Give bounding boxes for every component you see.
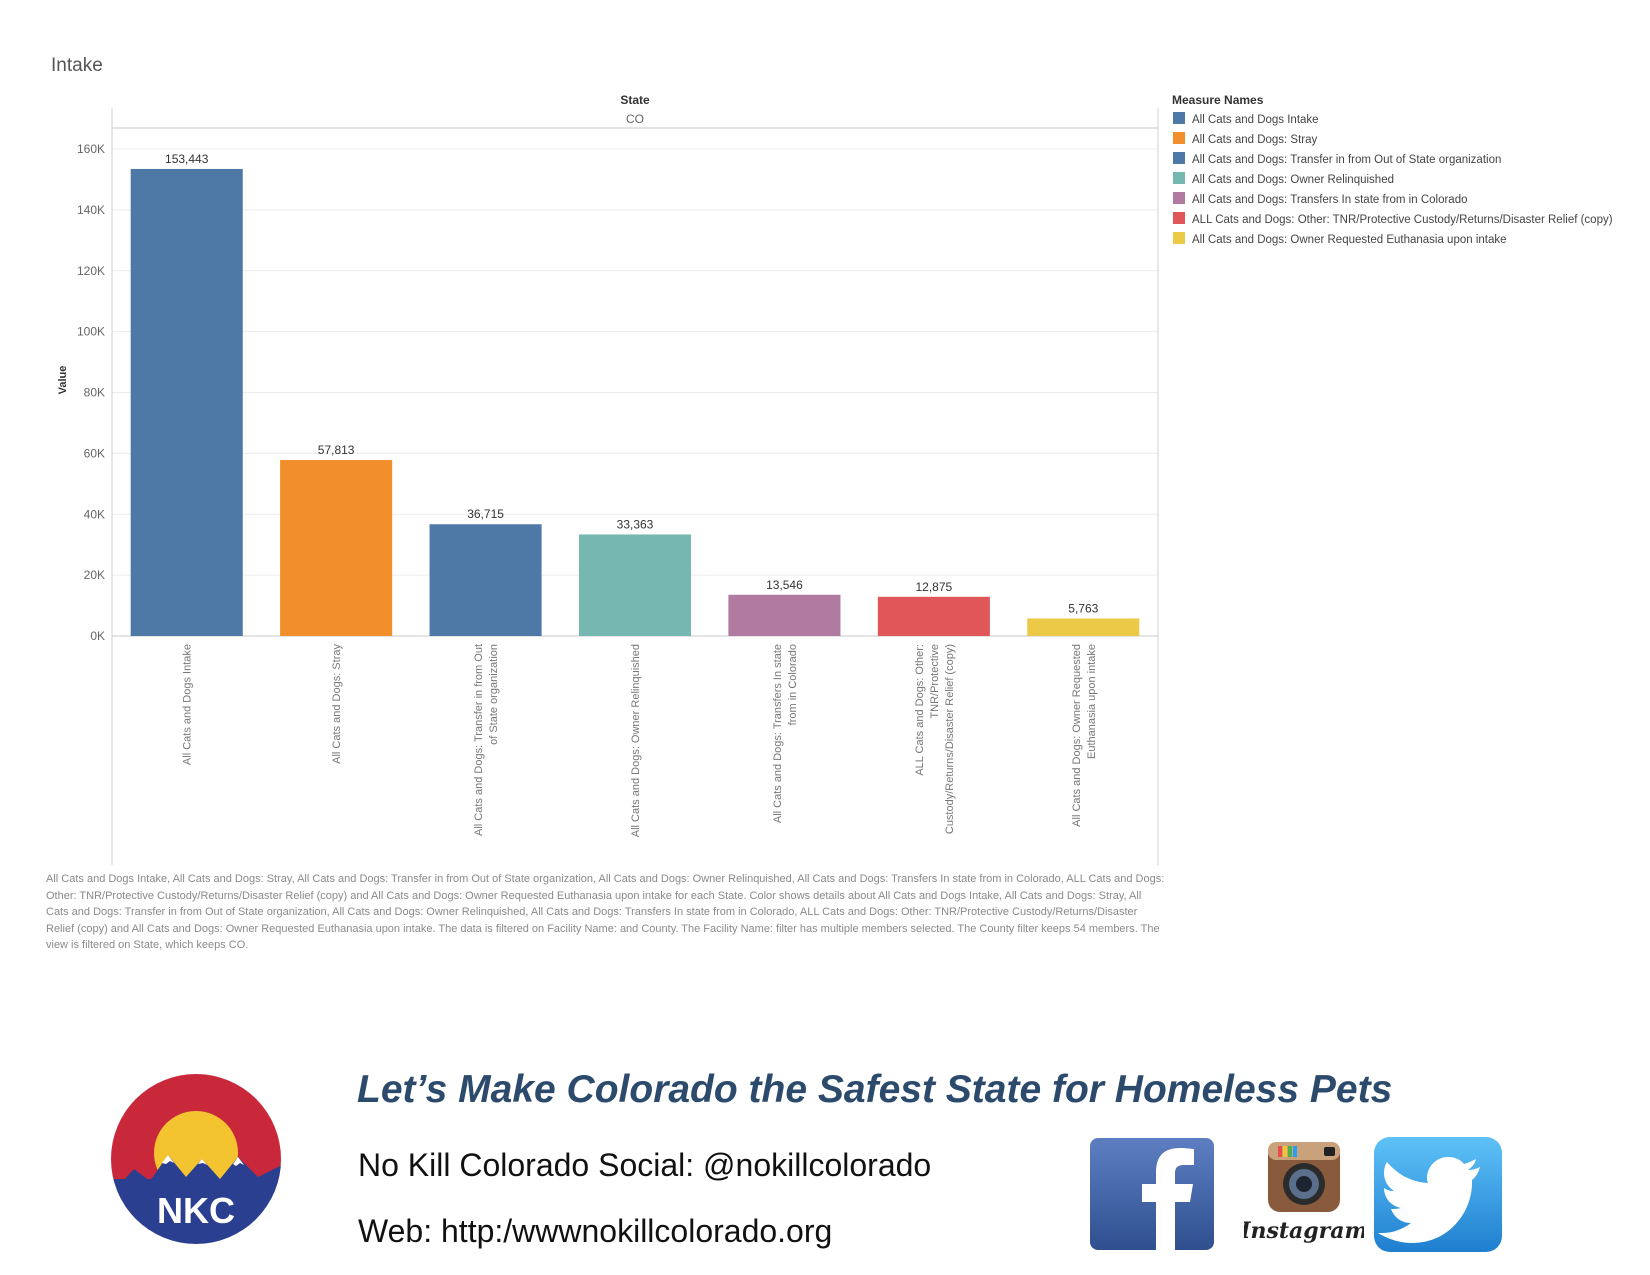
legend-swatch [1173, 232, 1185, 244]
y-tick-label: 80K [84, 386, 105, 400]
legend-swatch [1173, 132, 1185, 144]
logo-mountains [111, 1155, 281, 1199]
bar-4 [578, 534, 692, 636]
y-tick-label: 40K [84, 507, 105, 521]
bar-value-label: 36,715 [467, 507, 504, 521]
legend-label: All Cats and Dogs: Stray [1192, 134, 1318, 146]
x-tick-label-line: All Cats and Dogs: Transfer in from Out [473, 644, 485, 836]
x-tick-label-line: All Cats and Dogs: Stray [331, 644, 343, 764]
instagram-wordmark: Instagram [1244, 1218, 1364, 1244]
x-tick-label: All Cats and Dogs: Owner Relinquished [630, 644, 642, 837]
x-tick-label-line: All Cats and Dogs: Transfers In state [772, 644, 784, 823]
x-tick-label-line: of State organization [488, 644, 500, 745]
x-tick-label-line: TNR/Protective [929, 644, 941, 719]
legend: Measure Names All Cats and Dogs Intake All… [1172, 93, 1613, 246]
x-tick-label: All Cats and Dogs: Owner Requested Euthan… [1071, 644, 1098, 827]
legend-swatch [1173, 172, 1185, 184]
nkc-logo: NKC [111, 1074, 281, 1244]
bars [130, 168, 1140, 636]
x-tick-label-line: from in Colorado [787, 644, 799, 725]
y-tick-label: 120K [77, 264, 105, 278]
x-tick-label-line: Custody/Returns/Disaster Relief (copy) [944, 644, 956, 834]
x-tick-label: All Cats and Dogs: Transfers In state fro… [772, 644, 799, 823]
facebook-icon[interactable] [1090, 1138, 1214, 1250]
x-tick-label-line: All Cats and Dogs: Owner Requested [1071, 644, 1083, 827]
legend-swatch [1173, 152, 1185, 164]
social-handle[interactable]: No Kill Colorado Social: @nokillcolorado [358, 1147, 932, 1183]
x-tick-label: All Cats and Dogs: Transfer in from Out o… [473, 644, 500, 836]
bar-3 [429, 524, 542, 636]
bar-6 [877, 596, 990, 636]
x-tick-label-line: All Cats and Dogs: Owner Relinquished [630, 644, 642, 837]
bar-chart: State CO Value 153,443 57,813 36,715 33,363 13… [57, 93, 1613, 865]
x-tick-label: ALL Cats and Dogs: Other: TNR/Protective C… [914, 644, 956, 834]
legend-label: All Cats and Dogs: Transfer in from Out … [1192, 154, 1501, 166]
y-tick-label: 140K [77, 203, 105, 217]
logo-text: NKC [157, 1190, 235, 1231]
website-link[interactable]: Web: http:/wwwnokillcolorado.org [358, 1213, 833, 1249]
logo-snowcaps [162, 1155, 174, 1164]
instagram-icon[interactable]: Instagram [1244, 1140, 1364, 1250]
legend-swatch [1173, 212, 1185, 224]
legend-label: All Cats and Dogs: Transfers In state fr… [1192, 194, 1467, 206]
tagline: Let’s Make Colorado the Safest State for… [357, 1068, 1393, 1111]
legend-label: All Cats and Dogs: Owner Requested Eutha… [1192, 234, 1507, 246]
x-tick-label-line: All Cats and Dogs Intake [182, 644, 194, 765]
legend-label: All Cats and Dogs: Owner Relinquished [1192, 174, 1394, 186]
chart-title: Intake [51, 55, 103, 76]
y-tick-label: 60K [84, 446, 105, 460]
gridlines [112, 148, 1158, 576]
bar-5 [728, 594, 841, 636]
bar-1 [130, 168, 243, 636]
twitter-icon[interactable] [1374, 1137, 1502, 1252]
legend-swatch [1173, 192, 1185, 204]
legend-swatch [1173, 112, 1185, 124]
y-tick-label: 160K [77, 142, 105, 156]
legend-label: All Cats and Dogs Intake [1192, 114, 1319, 126]
x-tick-label: All Cats and Dogs: Stray [331, 644, 343, 764]
y-tick-label: 0K [90, 629, 105, 643]
legend-label: ALL Cats and Dogs: Other: TNR/Protective… [1192, 214, 1613, 226]
y-tick-label: 20K [84, 568, 105, 582]
bar-value-label: 5,763 [1068, 601, 1098, 615]
x-tick-label-line: Euthanasia upon intake [1086, 644, 1098, 759]
bar-value-label: 57,813 [318, 443, 355, 457]
bar-value-labels: 153,443 57,813 36,715 33,363 13,546 12,875 5,7… [165, 152, 1099, 616]
bar-7 [1027, 618, 1140, 636]
x-tick-label-line: ALL Cats and Dogs: Other: [914, 644, 926, 776]
bar-value-label: 13,546 [766, 578, 803, 592]
chart-caption: All Cats and Dogs Intake, All Cats and D… [46, 873, 1165, 951]
column-header-label: State [620, 93, 650, 107]
bar-value-label: 153,443 [165, 152, 209, 166]
axis-tick-labels: 0K 20K 40K 60K 80K 100K 120K 140K 160K All Cats a… [77, 142, 1098, 837]
x-tick-label: All Cats and Dogs Intake [182, 644, 194, 765]
y-axis-title: Value [57, 366, 69, 395]
bar-value-label: 12,875 [916, 580, 953, 594]
legend-title: Measure Names [1172, 93, 1264, 107]
bar-value-label: 33,363 [617, 517, 654, 531]
column-header-value: CO [626, 112, 644, 126]
y-tick-label: 100K [77, 325, 105, 339]
bar-2 [280, 460, 393, 636]
